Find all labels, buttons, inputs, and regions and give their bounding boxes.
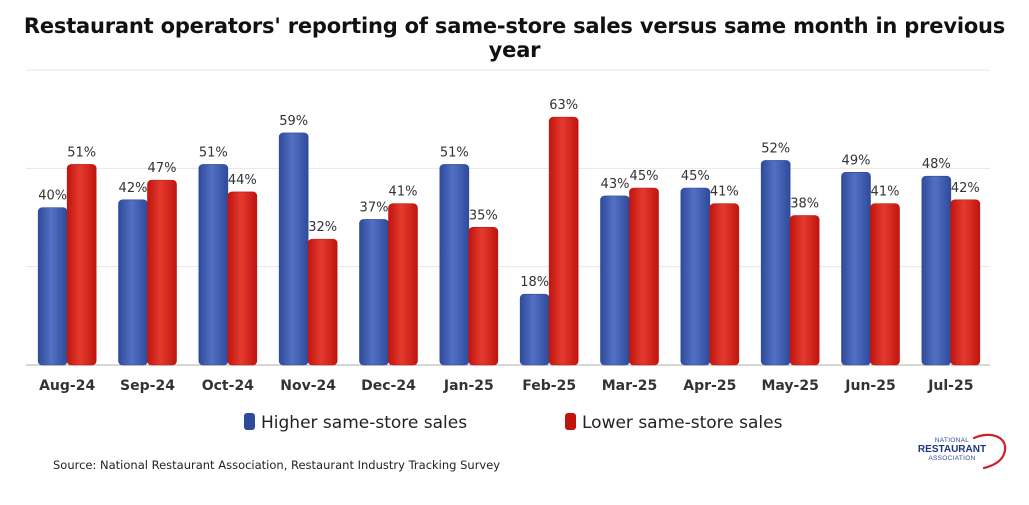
data-label-lower-feb-25: 63% [549, 98, 578, 113]
data-label-higher-dec-24: 37% [360, 200, 389, 215]
logo-line-1: NATIONAL [935, 437, 970, 444]
x-tick-label: Nov-24 [280, 378, 336, 394]
x-tick-label: Dec-24 [361, 378, 416, 394]
data-label-lower-jan-25: 35% [469, 208, 498, 223]
data-label-higher-apr-25: 45% [681, 169, 710, 184]
bar-lower-jun-25 [870, 203, 900, 366]
data-label-lower-dec-24: 41% [389, 185, 418, 200]
nra-logo: NATIONAL RESTAURANT ASSOCIATION [918, 433, 1007, 470]
legend: Higher same-store sales Lower same-store… [0, 413, 1029, 439]
bar-higher-mar-25 [600, 195, 630, 366]
x-tick-label: Jan-25 [443, 378, 494, 394]
bar-higher-nov-24 [278, 132, 309, 366]
bar-lower-sep-24 [147, 179, 177, 366]
legend-label-higher: Higher same-store sales [261, 413, 468, 433]
data-label-lower-nov-24: 32% [308, 220, 337, 235]
bar-lower-feb-25 [548, 116, 579, 366]
logo-line-2: RESTAURANT [918, 444, 986, 455]
bar-lower-jan-25 [468, 227, 499, 366]
legend-item-higher: Higher same-store sales [244, 413, 467, 433]
data-label-higher-aug-24: 40% [38, 189, 67, 204]
data-label-higher-mar-25: 43% [601, 177, 630, 192]
bar-higher-feb-25 [519, 293, 550, 366]
bar-lower-jul-25 [950, 199, 981, 366]
logo-line-3: ASSOCIATION [928, 455, 975, 462]
x-tick-label: Apr-25 [683, 378, 736, 394]
legend-swatch-higher [244, 413, 255, 430]
bar-higher-jan-25 [439, 164, 470, 366]
data-label-lower-oct-24: 44% [228, 173, 257, 188]
bar-higher-jul-25 [921, 175, 952, 366]
data-label-higher-jul-25: 48% [922, 157, 951, 172]
bar-lower-mar-25 [629, 187, 659, 366]
bar-higher-jun-25 [841, 171, 871, 366]
x-tick-label: Jul-25 [927, 378, 973, 394]
bar-lower-dec-24 [388, 203, 418, 366]
legend-item-lower: Lower same-store sales [565, 413, 782, 433]
x-tick-label: Oct-24 [202, 378, 254, 394]
data-label-lower-jul-25: 42% [951, 181, 980, 196]
x-tick-label: Sep-24 [120, 378, 175, 394]
x-tick-label: Jun-25 [844, 378, 895, 394]
bar-lower-oct-24 [227, 191, 258, 366]
x-tick-label: May-25 [761, 378, 818, 394]
bar-higher-aug-24 [37, 207, 68, 366]
chart-title: Restaurant operators' reporting of same-… [23, 14, 1006, 62]
bar-higher-sep-24 [118, 199, 148, 366]
bar-higher-dec-24 [359, 219, 389, 366]
bar-chart: 40%51%42%47%51%44%59%32%37%41%51%35%18%6… [26, 69, 990, 394]
bar-lower-nov-24 [307, 238, 338, 366]
data-label-higher-may-25: 52% [761, 141, 790, 156]
data-label-lower-aug-24: 51% [67, 145, 96, 160]
logo-swoosh [972, 433, 1007, 470]
bar-lower-apr-25 [709, 203, 740, 366]
x-tick-label: Mar-25 [602, 378, 658, 394]
bar-higher-oct-24 [198, 164, 229, 366]
legend-swatch-lower [565, 413, 576, 430]
bar-lower-may-25 [789, 215, 820, 366]
legend-label-lower: Lower same-store sales [582, 413, 783, 433]
source-note: Source: National Restaurant Association,… [53, 458, 501, 472]
data-label-lower-jun-25: 41% [871, 185, 900, 200]
bar-higher-may-25 [760, 160, 791, 366]
data-label-lower-apr-25: 41% [710, 185, 739, 200]
bar-higher-apr-25 [680, 187, 711, 366]
data-label-lower-sep-24: 47% [148, 161, 177, 176]
data-label-higher-jan-25: 51% [440, 145, 469, 160]
data-label-higher-feb-25: 18% [520, 275, 549, 290]
x-tick-label: Aug-24 [39, 378, 95, 394]
bar-lower-aug-24 [66, 164, 97, 366]
x-tick-label: Feb-25 [522, 378, 576, 394]
data-label-higher-oct-24: 51% [199, 145, 228, 160]
data-label-lower-mar-25: 45% [630, 169, 659, 184]
data-label-higher-sep-24: 42% [119, 181, 148, 196]
data-label-lower-may-25: 38% [790, 197, 819, 212]
data-label-higher-nov-24: 59% [279, 114, 308, 129]
data-label-higher-jun-25: 49% [842, 153, 871, 168]
